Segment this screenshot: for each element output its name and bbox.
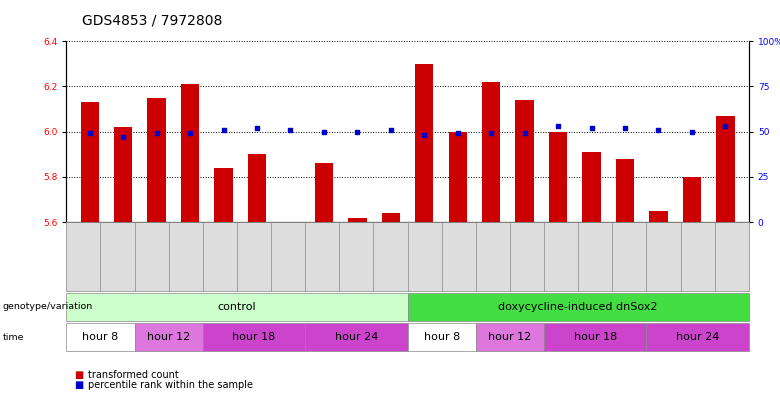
Text: hour 12: hour 12 — [147, 332, 190, 342]
Point — [83, 130, 96, 137]
Point — [686, 129, 698, 135]
Point — [317, 129, 330, 135]
Bar — [348, 218, 367, 222]
Bar — [682, 177, 701, 222]
Bar — [114, 127, 133, 222]
Point — [552, 123, 565, 129]
Bar — [80, 102, 99, 222]
Point — [585, 125, 597, 131]
Bar — [381, 213, 400, 222]
Text: percentile rank within the sample: percentile rank within the sample — [88, 380, 254, 390]
Point — [284, 127, 296, 133]
Text: hour 12: hour 12 — [488, 332, 531, 342]
Point — [151, 130, 163, 137]
Point — [519, 130, 531, 137]
Point — [719, 123, 732, 129]
Text: transformed count: transformed count — [88, 370, 179, 380]
Text: hour 8: hour 8 — [424, 332, 459, 342]
Bar — [215, 168, 232, 222]
Bar — [616, 159, 634, 222]
Bar — [181, 84, 199, 222]
Bar — [314, 163, 333, 222]
Bar — [516, 100, 534, 222]
Bar — [282, 222, 300, 229]
Text: doxycycline-induced dnSox2: doxycycline-induced dnSox2 — [498, 302, 658, 312]
Point — [452, 130, 464, 137]
Text: hour 24: hour 24 — [335, 332, 378, 342]
Text: hour 18: hour 18 — [573, 332, 617, 342]
Text: GDS4853 / 7972808: GDS4853 / 7972808 — [82, 13, 222, 28]
Point — [184, 130, 197, 137]
Bar — [448, 132, 467, 222]
Bar — [649, 211, 668, 222]
Text: hour 8: hour 8 — [83, 332, 119, 342]
Text: hour 18: hour 18 — [232, 332, 275, 342]
Point — [385, 127, 397, 133]
Point — [117, 134, 129, 140]
Bar — [147, 98, 166, 222]
Text: ■: ■ — [74, 380, 83, 390]
Bar — [482, 82, 501, 222]
Point — [351, 129, 363, 135]
Text: hour 24: hour 24 — [676, 332, 719, 342]
Bar — [248, 154, 266, 222]
Point — [418, 132, 431, 138]
Point — [619, 125, 631, 131]
Bar — [549, 132, 567, 222]
Point — [218, 127, 230, 133]
Text: ■: ■ — [74, 370, 83, 380]
Bar — [716, 116, 735, 222]
Bar — [583, 152, 601, 222]
Point — [652, 127, 665, 133]
Point — [485, 130, 498, 137]
Bar — [415, 64, 434, 222]
Text: genotype/variation: genotype/variation — [2, 303, 93, 311]
Point — [250, 125, 263, 131]
Text: time: time — [2, 333, 24, 342]
Text: control: control — [218, 302, 257, 312]
